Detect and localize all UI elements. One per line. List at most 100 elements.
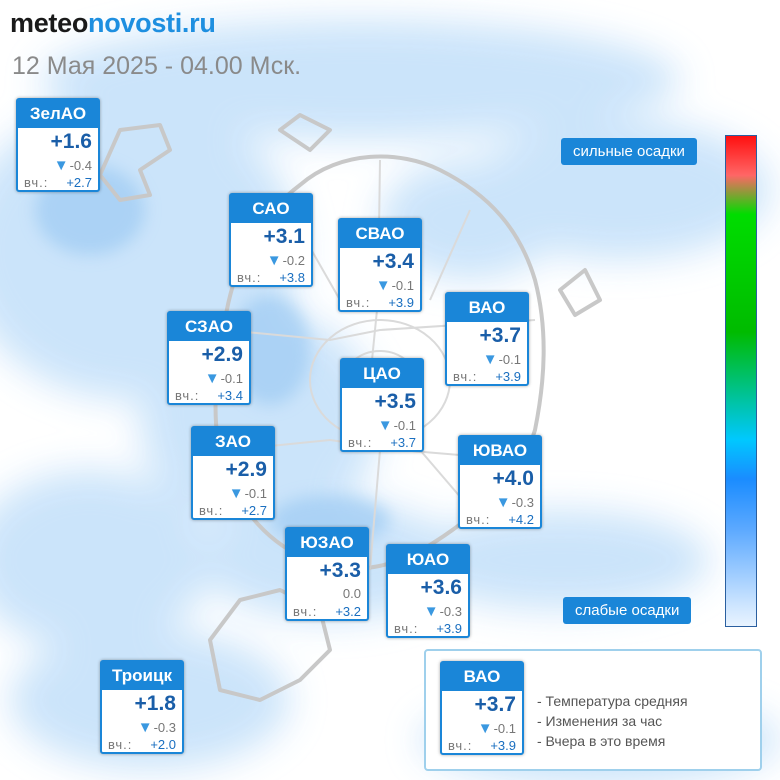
trend-down-icon: ▼ bbox=[137, 719, 153, 736]
hourly-change: ▼-0.3 bbox=[496, 494, 534, 511]
legend-list: - Температура средняя - Изменения за час… bbox=[537, 691, 688, 751]
change-value: -0.1 bbox=[498, 352, 521, 367]
district-card-sao: САО +3.1 ▼-0.2 вч.: +3.8 bbox=[229, 193, 313, 287]
district-name: ЮЗАО bbox=[287, 529, 367, 557]
district-name: САО bbox=[231, 195, 311, 223]
district-card-yuzao: ЮЗАО +3.3 0.0 вч.: +3.2 bbox=[285, 527, 369, 621]
scale-label-strong: сильные осадки bbox=[561, 138, 697, 165]
yesterday-label: вч.: bbox=[24, 175, 49, 190]
yesterday-label: вч.: bbox=[175, 388, 200, 403]
yesterday-value: +2.0 bbox=[150, 737, 176, 752]
district-name: Троицк bbox=[102, 662, 182, 690]
district-card-svao: СВАО +3.4 ▼-0.1 вч.: +3.9 bbox=[338, 218, 422, 312]
change-value: -0.1 bbox=[220, 371, 243, 386]
temperature-value: +4.0 bbox=[492, 467, 534, 490]
yesterday-label: вч.: bbox=[237, 270, 262, 285]
district-name: СВАО bbox=[340, 220, 420, 248]
yesterday-value: +3.9 bbox=[490, 738, 516, 753]
yesterday-value: +3.4 bbox=[217, 388, 243, 403]
yesterday-row: вч.: +2.7 bbox=[24, 175, 92, 190]
district-name: ЮВАО bbox=[460, 437, 540, 465]
district-card-troitsk: Троицк +1.8 ▼-0.3 вч.: +2.0 bbox=[100, 660, 184, 754]
hourly-change: ▼-0.4 bbox=[54, 157, 92, 174]
yesterday-row: вч.: +3.9 bbox=[346, 295, 414, 310]
legend-item-temperature: - Температура средняя bbox=[537, 693, 688, 709]
change-value: -0.3 bbox=[153, 720, 176, 735]
yesterday-row: вч.: +4.2 bbox=[466, 512, 534, 527]
district-card-vao: ВАО +3.7 ▼-0.1 вч.: +3.9 bbox=[445, 292, 529, 386]
hourly-change: ▼-0.1 bbox=[483, 351, 521, 368]
yesterday-value: +2.7 bbox=[66, 175, 92, 190]
yesterday-row: вч.: +2.7 bbox=[199, 503, 267, 518]
yesterday-value: +2.7 bbox=[241, 503, 267, 518]
temperature-value: +3.7 bbox=[474, 693, 516, 716]
forecast-datetime: 12 Мая 2025 - 04.00 Мск. bbox=[12, 52, 302, 80]
hourly-change: ▼-0.1 bbox=[229, 485, 267, 502]
change-value: -0.1 bbox=[391, 278, 414, 293]
yesterday-value: +3.9 bbox=[436, 621, 462, 636]
district-name: ВАО bbox=[447, 294, 527, 322]
district-card-yuao: ЮАО +3.6 ▼-0.3 вч.: +3.9 bbox=[386, 544, 470, 638]
hourly-change: ▼-0.1 bbox=[205, 370, 243, 387]
trend-down-icon: ▼ bbox=[477, 720, 493, 737]
yesterday-row: вч.: +3.9 bbox=[453, 369, 521, 384]
hourly-change: ▼-0.2 bbox=[267, 252, 305, 269]
yesterday-label: вч.: bbox=[466, 512, 491, 527]
district-card-zao: ЗАО +2.9 ▼-0.1 вч.: +2.7 bbox=[191, 426, 275, 520]
yesterday-row: вч.: +3.9 bbox=[394, 621, 462, 636]
district-card-tsao: ЦАО +3.5 ▼-0.1 вч.: +3.7 bbox=[340, 358, 424, 452]
yesterday-value: +3.9 bbox=[495, 369, 521, 384]
logo-part-novosti: novosti.ru bbox=[88, 8, 216, 38]
change-value: -0.2 bbox=[282, 253, 305, 268]
temperature-value: +2.9 bbox=[201, 343, 243, 366]
district-card-zelao: ЗелАО +1.6 ▼-0.4 вч.: +2.7 bbox=[16, 98, 100, 192]
yesterday-label: вч.: bbox=[448, 738, 473, 753]
hourly-change: ▼-0.3 bbox=[424, 603, 462, 620]
logo-part-meteo: meteo bbox=[10, 8, 89, 38]
yesterday-row: вч.: +3.7 bbox=[348, 435, 416, 450]
yesterday-label: вч.: bbox=[108, 737, 133, 752]
hourly-change: ▼-0.1 bbox=[378, 417, 416, 434]
change-value: -0.1 bbox=[393, 418, 416, 433]
yesterday-row: вч.: +3.8 bbox=[237, 270, 305, 285]
temperature-value: +3.5 bbox=[374, 390, 416, 413]
change-value: -0.3 bbox=[511, 495, 534, 510]
district-card-yuvao: ЮВАО +4.0 ▼-0.3 вч.: +4.2 bbox=[458, 435, 542, 529]
temperature-value: +3.4 bbox=[372, 250, 414, 273]
yesterday-value: +3.7 bbox=[390, 435, 416, 450]
hourly-change: ▼-0.1 bbox=[478, 720, 516, 737]
temperature-value: +1.8 bbox=[134, 692, 176, 715]
district-name: СЗАО bbox=[169, 313, 249, 341]
trend-down-icon: ▼ bbox=[228, 485, 244, 502]
change-value: 0.0 bbox=[342, 586, 361, 601]
site-logo[interactable]: meteonovosti.ru bbox=[10, 8, 216, 39]
change-value: -0.4 bbox=[69, 158, 92, 173]
legend-example-card: ВАО +3.7 ▼-0.1 вч.: +3.9 bbox=[440, 661, 524, 755]
yesterday-row: вч.: +3.9 bbox=[448, 738, 516, 753]
trend-down-icon: ▼ bbox=[204, 370, 220, 387]
district-name: ЗелАО bbox=[18, 100, 98, 128]
yesterday-row: вч.: +3.4 bbox=[175, 388, 243, 403]
yesterday-value: +3.9 bbox=[388, 295, 414, 310]
yesterday-row: вч.: +3.2 bbox=[293, 604, 361, 619]
yesterday-label: вч.: bbox=[346, 295, 371, 310]
precipitation-scale-bar bbox=[725, 135, 757, 627]
trend-down-icon: ▼ bbox=[375, 277, 391, 294]
trend-down-icon: ▼ bbox=[495, 494, 511, 511]
yesterday-value: +3.8 bbox=[279, 270, 305, 285]
change-value: -0.1 bbox=[493, 721, 516, 736]
trend-down-icon: ▼ bbox=[423, 603, 439, 620]
hourly-change: ▼-0.1 bbox=[376, 277, 414, 294]
yesterday-value: +3.2 bbox=[335, 604, 361, 619]
temperature-value: +3.3 bbox=[319, 559, 361, 582]
yesterday-row: вч.: +2.0 bbox=[108, 737, 176, 752]
district-name: ВАО bbox=[442, 663, 522, 691]
yesterday-label: вч.: bbox=[348, 435, 373, 450]
trend-down-icon: ▼ bbox=[53, 157, 69, 174]
yesterday-value: +4.2 bbox=[508, 512, 534, 527]
temperature-value: +3.7 bbox=[479, 324, 521, 347]
district-card-szao: СЗАО +2.9 ▼-0.1 вч.: +3.4 bbox=[167, 311, 251, 405]
hourly-change: 0.0 bbox=[343, 586, 361, 601]
yesterday-label: вч.: bbox=[394, 621, 419, 636]
trend-down-icon: ▼ bbox=[377, 417, 393, 434]
